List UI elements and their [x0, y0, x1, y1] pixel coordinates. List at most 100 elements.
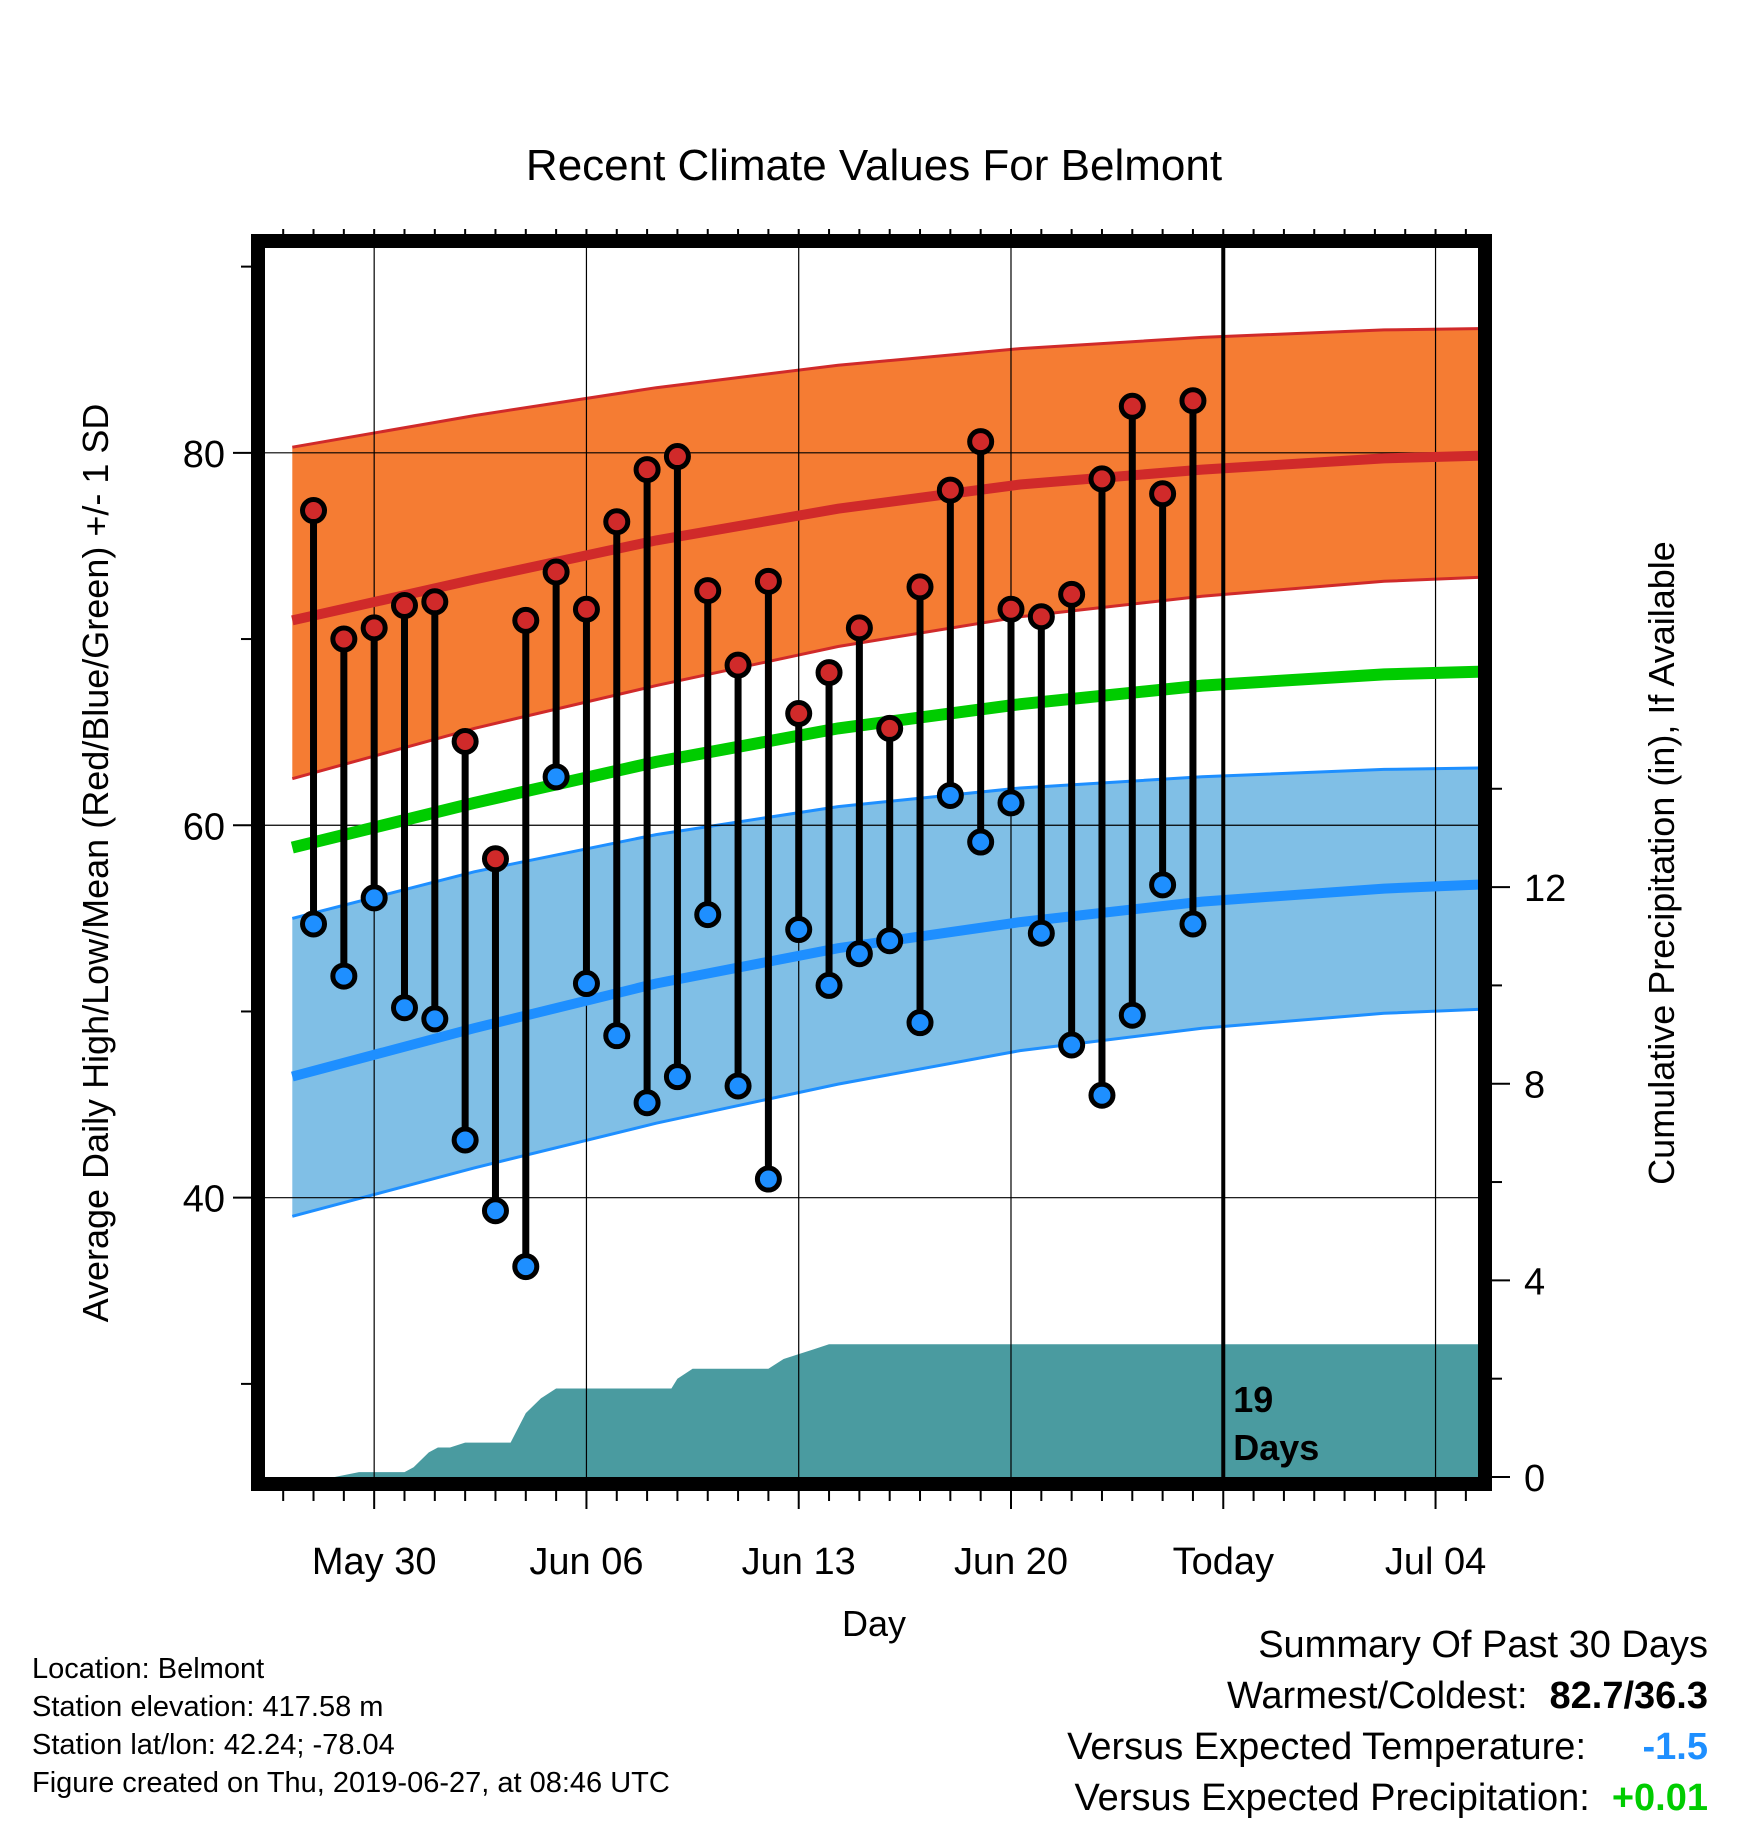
daily-high-point [785, 700, 813, 728]
daily-high-point [694, 577, 722, 605]
normal-lines [290, 450, 1478, 1082]
summary-temp: Versus Expected Temperature: -1.5 [1067, 1722, 1708, 1773]
summary-title: Summary Of Past 30 Days [1258, 1624, 1708, 1666]
daily-high-point [967, 428, 995, 456]
y2-axis-label: Cumulative Precipitation (in), If Availa… [1641, 541, 1682, 1185]
daily-low-point [815, 971, 843, 999]
daily-low-point [1118, 1001, 1146, 1029]
daily-low-point [603, 1022, 631, 1050]
daily-high-point [876, 714, 904, 742]
high-minus-sd-line [291, 575, 1478, 781]
station-location: Location: Belmont [32, 1653, 265, 1685]
summary-panel: Summary Of Past 30 Days Warmest/Coldest:… [1067, 1620, 1708, 1824]
precip-area [265, 1344, 1478, 1477]
daily-low-point [1058, 1031, 1086, 1059]
daily-high-point [1027, 603, 1055, 631]
daily-high-point [330, 625, 358, 653]
x-tick-label: Jun 06 [529, 1541, 643, 1583]
precip-label: Versus Expected Precipitation: [1074, 1777, 1590, 1819]
daily-high-point [633, 456, 661, 484]
plot-frame [251, 234, 1492, 1491]
low-sd-band [292, 768, 1478, 1217]
summary-precip: Versus Expected Precipitation: +0.01 [1067, 1773, 1708, 1824]
high-mean-line [291, 450, 1478, 626]
daily-high-point [815, 659, 843, 687]
daily-low-point [512, 1253, 540, 1281]
x-tick-label: Jun 13 [742, 1541, 856, 1583]
daily-high-point [481, 845, 509, 873]
y-tick-label: 80 [183, 434, 225, 476]
today-days-label: Days [1233, 1427, 1319, 1468]
station-elevation: Station elevation: 417.58 m [32, 1691, 384, 1723]
daily-high-point [906, 573, 934, 601]
daily-high-point [845, 614, 873, 642]
y2-tick-label: 12 [1524, 868, 1566, 910]
temp-value: -1.5 [1642, 1726, 1708, 1768]
daily-low-point [754, 1165, 782, 1193]
high-sd-band [292, 328, 1478, 779]
y-tick-label: 60 [183, 806, 225, 848]
precip-cumulative-area [265, 1344, 1478, 1477]
daily-low-point [421, 1005, 449, 1033]
daily-low-point [936, 781, 964, 809]
daily-high-point [300, 497, 328, 525]
precip-value: +0.01 [1611, 1777, 1708, 1819]
daily-mean-line [290, 665, 1478, 854]
daily-high-point [663, 443, 691, 471]
daily-high-point [451, 727, 479, 755]
daily-low-point [633, 1089, 661, 1117]
daily-low-point [451, 1126, 479, 1154]
today-marker: 19 Days [1221, 241, 1319, 1477]
daily-low-point [330, 962, 358, 990]
high-plus-sd-line [292, 327, 1478, 449]
axes: 40 60 80 0 4 8 12 May 30 Jun 06 Jun 13 Jun 20 Today… [183, 229, 1566, 1583]
daily-low-point [967, 828, 995, 856]
y-tick-label: 40 [183, 1179, 225, 1221]
daily-high-point [936, 476, 964, 504]
daily-high-point [1088, 465, 1116, 493]
daily-high-point [421, 588, 449, 616]
daily-low-point [724, 1072, 752, 1100]
daily-high-point [1149, 480, 1177, 508]
daily-low-point [906, 1009, 934, 1037]
daily-low-point [542, 763, 570, 791]
daily-low-point [997, 789, 1025, 817]
daily-high-point [542, 558, 570, 586]
daily-high-point [390, 592, 418, 620]
daily-low-point [785, 916, 813, 944]
x-tick-label: Today [1173, 1541, 1274, 1583]
daily-low-point [572, 970, 600, 998]
temp-label: Versus Expected Temperature: [1067, 1726, 1586, 1768]
x-tick-label: Jul 04 [1385, 1541, 1486, 1583]
daily-low-point [360, 884, 388, 912]
daily-low-point [1088, 1081, 1116, 1109]
daily-low-point [663, 1063, 691, 1091]
daily-low-point [1149, 871, 1177, 899]
summary-warm-cold: Warmest/Coldest: 82.7/36.3 [1067, 1671, 1708, 1722]
daily-low-point [876, 927, 904, 955]
daily-low-point [1179, 910, 1207, 938]
daily-low-point [300, 910, 328, 938]
daily-high-point [360, 614, 388, 642]
daily-high-point [512, 606, 540, 634]
daily-high-point [724, 651, 752, 679]
y2-tick-label: 4 [1524, 1261, 1545, 1303]
station-latlon: Station lat/lon: 42.24; -78.04 [32, 1729, 395, 1761]
daily-low-point [390, 994, 418, 1022]
chart-title: Recent Climate Values For Belmont [526, 141, 1222, 190]
x-axis-label: Day [842, 1603, 906, 1644]
daily-low-point [481, 1197, 509, 1225]
y2-tick-label: 0 [1524, 1458, 1545, 1500]
station-info: Location: Belmont Station elevation: 417… [32, 1650, 670, 1802]
daily-high-point [997, 595, 1025, 623]
daily-high-point [754, 567, 782, 595]
warm-cold-value: 82.7/36.3 [1549, 1675, 1708, 1717]
daily-high-point [1058, 580, 1086, 608]
daily-low-point [694, 901, 722, 929]
daily-high-point [1179, 387, 1207, 415]
low-minus-sd-line [291, 1007, 1478, 1218]
daily-high-point [572, 595, 600, 623]
x-tick-label: May 30 [312, 1541, 437, 1583]
warm-cold-label: Warmest/Coldest: [1226, 1675, 1528, 1717]
daily-high-point [1118, 392, 1146, 420]
